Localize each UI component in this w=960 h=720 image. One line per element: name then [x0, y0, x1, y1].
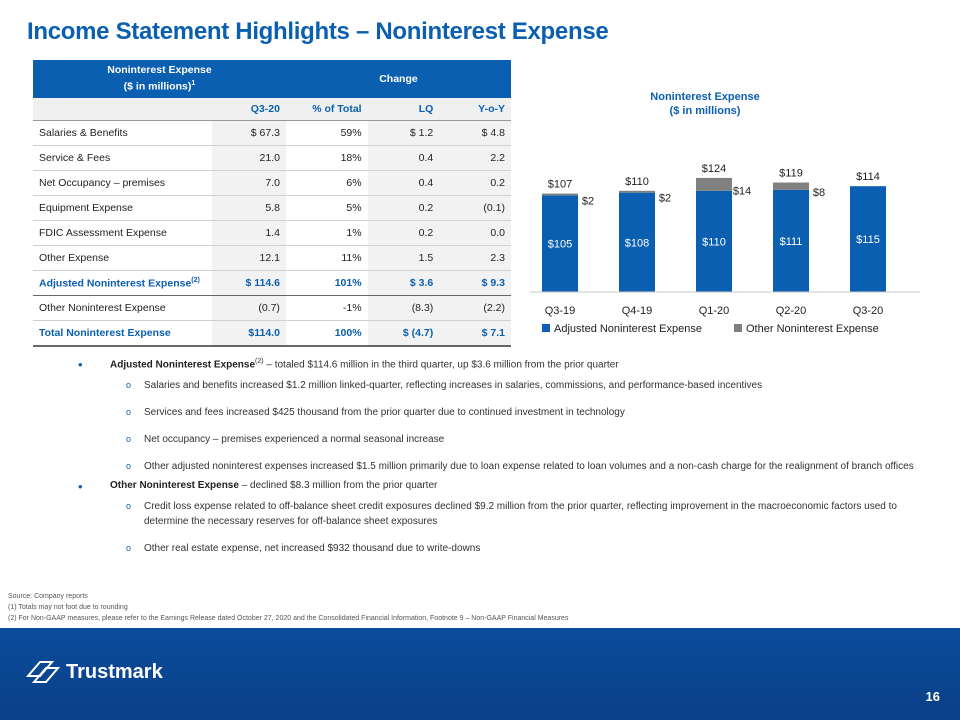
page-number: 16 [925, 689, 940, 704]
bar-total-label: $119 [779, 168, 803, 180]
bar-value-label: $111 [780, 236, 803, 248]
legend-label-adjusted: Adjusted Noninterest Expense [554, 323, 702, 335]
bar-adjusted [696, 190, 732, 292]
commentary: • Adjusted Noninterest Expense(2) – tota… [78, 357, 938, 568]
circle-bullet-icon: o [126, 407, 132, 418]
category-label: Q3-20 [853, 305, 884, 317]
table-header-left: Noninterest Expense ($ in millions)1 [33, 60, 286, 98]
category-label: Q1-20 [699, 305, 730, 317]
bullet-dot-icon: • [78, 357, 83, 372]
header-line2: ($ in millions) [123, 80, 192, 93]
table-row: FDIC Assessment Expense 1.4 1% 0.2 0.0 [33, 220, 511, 246]
bar-other-label: $2 [659, 193, 671, 205]
header-line1: Noninterest Expense [107, 64, 212, 77]
bar-adjusted [619, 192, 655, 292]
category-label: Q2-20 [776, 305, 807, 317]
circle-bullet-icon: o [126, 461, 132, 472]
bar-adjusted [850, 186, 886, 292]
circle-bullet-icon: o [126, 543, 132, 554]
sub-bullet: o Other real estate expense, net increase… [126, 543, 481, 555]
bullet-dot-icon: • [78, 479, 83, 495]
trustmark-logo-icon [26, 661, 61, 683]
table-row: Salaries & Benefits $ 67.3 59% $ 1.2 $ 4… [33, 120, 511, 146]
table-row-adjusted: Adjusted Noninterest Expense(2) $ 114.6 … [33, 270, 511, 296]
sub-bullet: o Salaries and benefits increased $1.2 mi… [126, 380, 763, 392]
bar-value-label: $108 [625, 237, 649, 249]
circle-bullet-icon: o [126, 380, 132, 391]
sub-bullet: o Other adjusted noninterest expenses inc… [126, 461, 914, 473]
legend-label-other: Other Noninterest Expense [746, 323, 879, 335]
footnotes: Source: Company reports (1) Totals may n… [8, 593, 569, 622]
noninterest-expense-chart: $105 $2 $107 Q3-19 $108 $2 $110 Q4-19 $110 $14 $12… [530, 163, 920, 335]
category-label: Q4-19 [622, 305, 653, 317]
col-lq: LQ [367, 98, 440, 121]
sub-bullet: o Credit loss expense related to off-bala… [126, 501, 897, 528]
bar-value-label: $105 [548, 239, 572, 251]
circle-bullet-icon: o [126, 501, 132, 512]
sub-bullet: o Net occupancy – premises experienced a … [126, 434, 445, 446]
table-header-change: Change [285, 60, 511, 98]
bar-value-label: $115 [856, 234, 880, 246]
circle-bullet-icon: o [126, 434, 132, 445]
page-title: Income Statement Highlights – Noninteres… [27, 18, 609, 45]
category-label: Q3-19 [545, 305, 576, 317]
legend-swatch-other [734, 324, 742, 332]
bullet-other: • Other Noninterest Expense – declined $… [78, 479, 438, 495]
table-row: Net Occupancy – premises 7.0 6% 0.4 0.2 [33, 170, 511, 196]
col-q3: Q3-20 [212, 98, 286, 121]
col-yoy: Y-o-Y [439, 98, 511, 121]
table-row: Equipment Expense 5.8 5% 0.2 (0.1) [33, 195, 511, 221]
table-subheader-row: Q3-20 % of Total LQ Y-o-Y [33, 98, 511, 121]
bar-other-label: $14 [733, 185, 751, 197]
expense-table: Noninterest Expense ($ in millions)1 Cha… [33, 60, 511, 347]
bar-other [619, 190, 655, 193]
chart-title: Noninterest Expense ($ in millions) [650, 91, 760, 117]
bar-other-label: $8 [813, 187, 825, 199]
bar-other [696, 177, 732, 191]
bar-other-label: $2 [582, 195, 594, 207]
table-row: Service & Fees 21.0 18% 0.4 2.2 [33, 145, 511, 171]
table-row: Other Expense 12.1 11% 1.5 2.3 [33, 245, 511, 271]
bar-total-label: $114 [856, 171, 880, 183]
bar-total-label: $124 [702, 163, 726, 175]
table-row-other: Other Noninterest Expense (0.7) -1% (8.3… [33, 295, 511, 321]
table-row-total: Total Noninterest Expense $114.0 100% $ … [33, 320, 511, 347]
table-header-row: Noninterest Expense ($ in millions)1 Cha… [33, 60, 511, 98]
bullet-adjusted: • Adjusted Noninterest Expense(2) – tota… [78, 357, 619, 372]
bar-total-label: $107 [548, 179, 572, 191]
bar-adjusted [773, 189, 809, 292]
trustmark-logo: Trustmark [26, 658, 163, 686]
footer-band: Trustmark 16 [0, 628, 960, 720]
header-sup: 1 [191, 80, 196, 88]
bar-total-label: $110 [625, 176, 649, 188]
bar-other [773, 182, 809, 190]
bar-other [542, 193, 578, 196]
col-pct: % of Total [285, 98, 368, 121]
bar-adjusted [542, 195, 578, 292]
sub-bullet: o Services and fees increased $425 thousa… [126, 407, 625, 419]
legend-swatch-adjusted [542, 324, 550, 332]
bar-value-label: $110 [702, 236, 726, 248]
